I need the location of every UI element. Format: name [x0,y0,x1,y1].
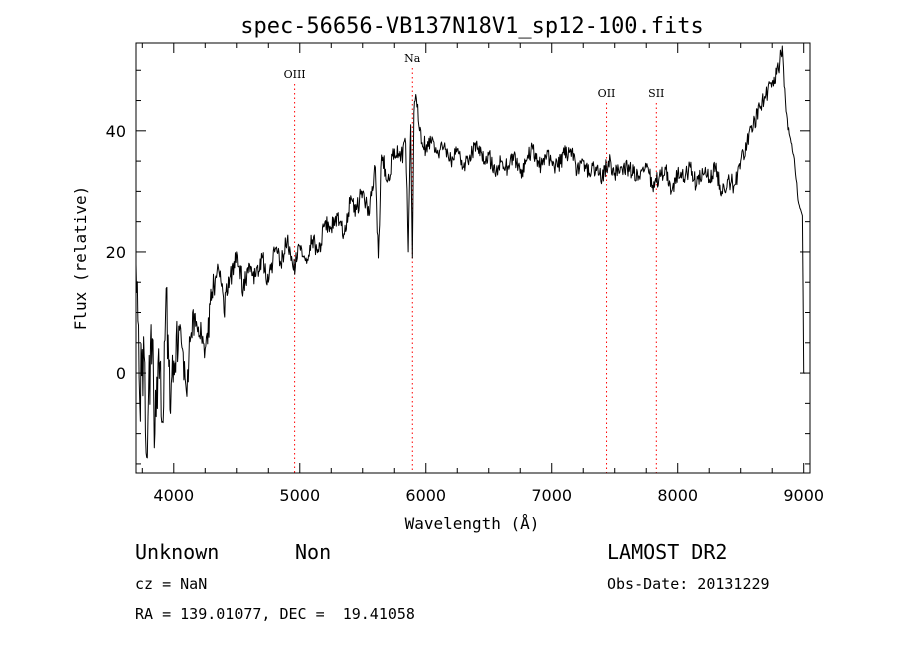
obs-date: Obs-Date: 20131229 [607,575,770,593]
axis-ticks-group: 4000 5000 6000 7000 8000 9000 0 20 40 [106,43,824,505]
annotation-label-2: OII [598,87,616,100]
object-subclass: Non [295,540,332,564]
spectrum-chart: spec-56656-VB137N18V1_sp12-100.fits OIII… [71,14,824,533]
object-class: Unknown [135,540,220,564]
y-tick-label-0: 0 [116,364,126,383]
x-tick-label-0: 4000 [153,486,194,505]
x-tick-label-3: 7000 [531,486,572,505]
annotation-label-0: OIII [284,68,306,81]
plot-frame [135,42,811,474]
coordinates: RA = 139.01077, DEC = 19.41058 [135,605,415,623]
redshift-cz: cz = NaN [135,575,208,593]
x-tick-label-5: 9000 [783,486,824,505]
annotation-label-3: SII [648,87,664,100]
x-axis-label: Wavelength (Å) [405,514,540,533]
x-tick-label-4: 8000 [657,486,698,505]
annotation-label-1: Na [404,52,421,65]
y-axis-label: Flux (relative) [71,186,90,331]
chart-title: spec-56656-VB137N18V1_sp12-100.fits [240,14,704,39]
y-tick-label-1: 20 [106,243,126,262]
x-tick-label-2: 6000 [405,486,446,505]
annotations-group: OIII Na OII SII [284,52,664,473]
survey-name: LAMOST DR2 [607,540,728,564]
spectrum-line [135,45,805,459]
x-tick-label-1: 5000 [279,486,320,505]
y-tick-label-2: 40 [106,122,126,141]
